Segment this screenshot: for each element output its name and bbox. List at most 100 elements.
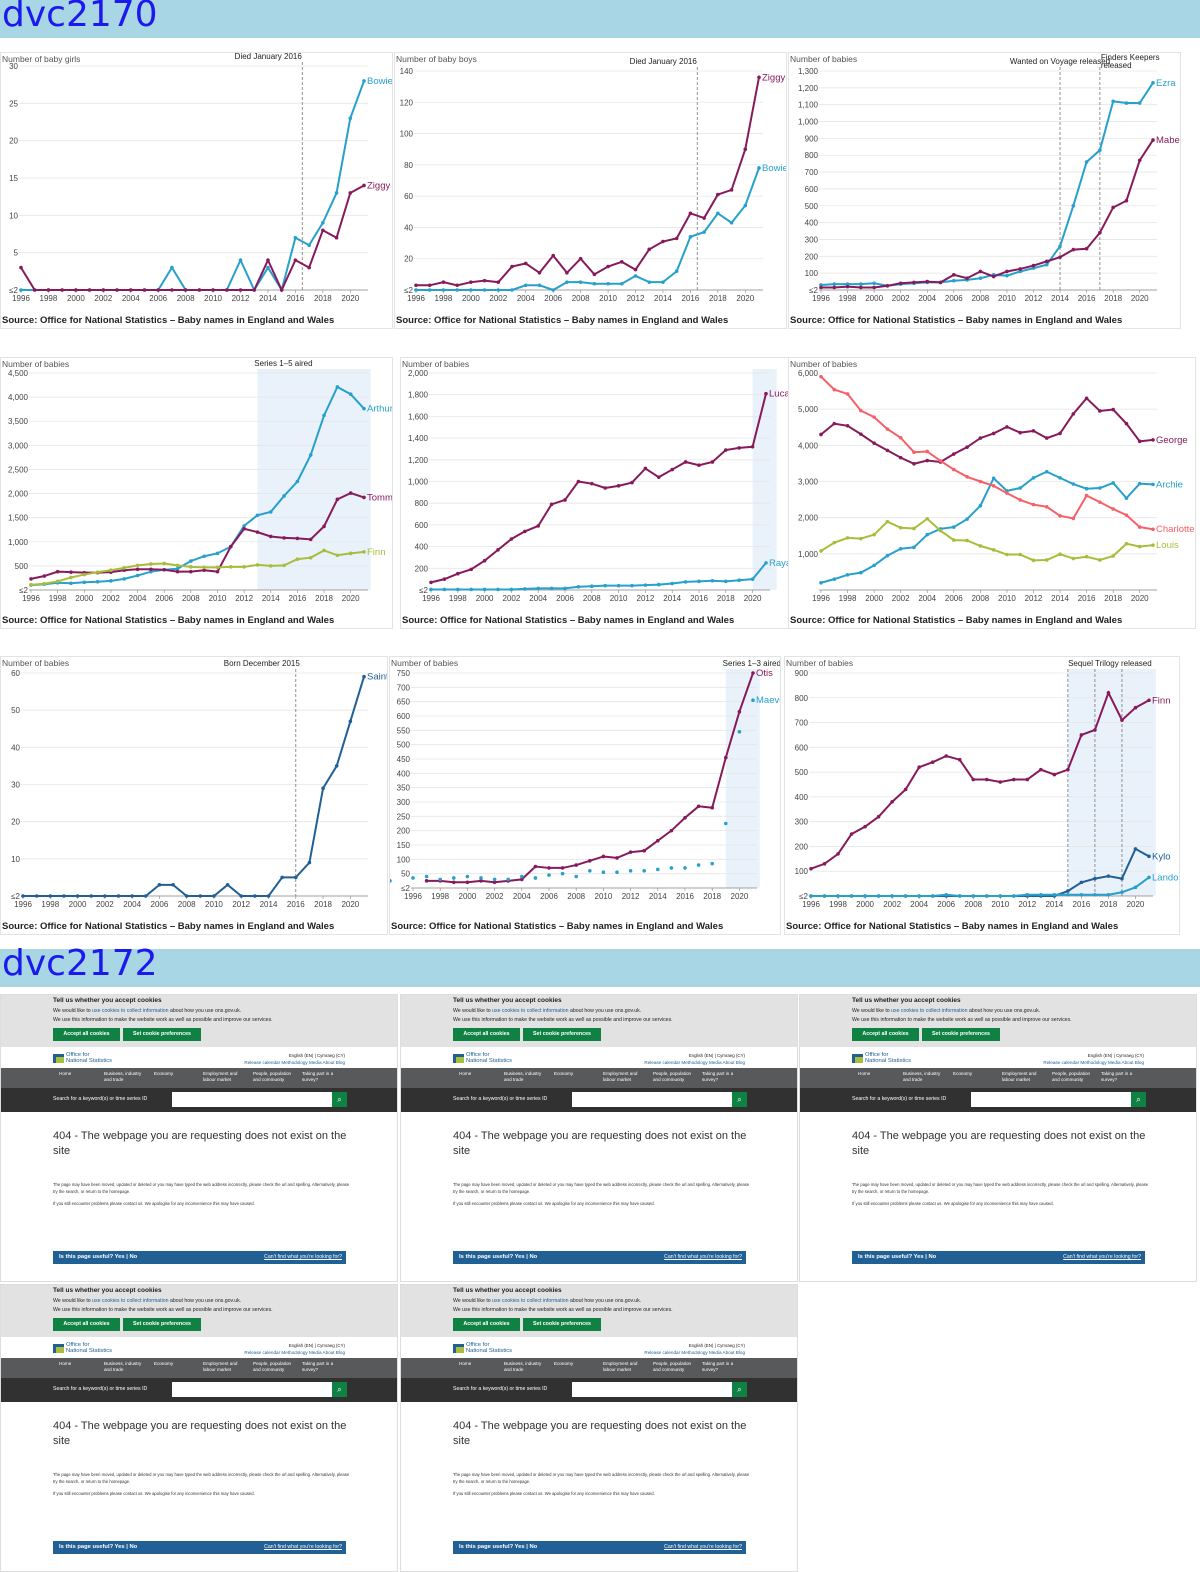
data-point — [455, 288, 459, 292]
cookie-preferences-button[interactable]: Set cookie preferences — [523, 1028, 601, 1041]
header-links[interactable]: Release calendar Methodology Media About… — [244, 1060, 345, 1065]
cookie-info-link[interactable]: use cookies to collect information — [891, 1008, 968, 1014]
search-input[interactable] — [172, 1382, 332, 1397]
nav-item[interactable]: Economy — [154, 1361, 174, 1366]
nav-item[interactable]: Home — [59, 1361, 72, 1366]
nav-item[interactable]: Taking part in a survey? — [302, 1361, 334, 1372]
cant-find-link[interactable]: Can't find what you're looking for? — [264, 1254, 342, 1260]
search-icon[interactable]: ⌕ — [732, 1382, 747, 1397]
x-tick-label: 2020 — [736, 294, 754, 303]
cookie-preferences-button[interactable]: Set cookie preferences — [123, 1028, 201, 1041]
nav-item[interactable]: People, population and community — [253, 1071, 292, 1082]
nav-item[interactable]: Taking part in a survey? — [1101, 1071, 1133, 1082]
nav-item[interactable]: Employment and labour market — [603, 1071, 638, 1082]
nav-item[interactable]: Home — [459, 1071, 472, 1076]
data-point — [620, 281, 624, 286]
data-point — [750, 577, 755, 581]
nav-item[interactable]: Taking part in a survey? — [302, 1071, 334, 1082]
data-point — [737, 446, 741, 450]
search-icon[interactable]: ⌕ — [332, 1382, 347, 1397]
nav-item[interactable]: Business, industry and trade — [903, 1071, 941, 1082]
page-useful-question[interactable]: Is this page useful? Yes | No — [459, 1254, 538, 1260]
nav-item[interactable]: Employment and labour market — [603, 1361, 638, 1372]
search-input[interactable] — [572, 1092, 732, 1107]
data-point — [898, 435, 903, 440]
language-switch[interactable]: English (EN) | Cymraeg (CY) — [288, 1343, 345, 1348]
nav-item[interactable]: Home — [858, 1071, 871, 1076]
x-tick-label: 2018 — [314, 900, 332, 909]
accept-cookies-button[interactable]: Accept all cookies — [453, 1318, 520, 1331]
page-useful-question[interactable]: Is this page useful? Yes | No — [858, 1254, 937, 1260]
language-switch[interactable]: English (EN) | Cymraeg (CY) — [288, 1053, 345, 1058]
language-switch[interactable]: English (EN) | Cymraeg (CY) — [688, 1053, 745, 1058]
series-line-ziggy — [416, 77, 760, 287]
header-links[interactable]: Release calendar Methodology Media About… — [244, 1350, 345, 1355]
search-icon[interactable]: ⌕ — [1131, 1092, 1146, 1107]
cant-find-link[interactable]: Can't find what you're looking for? — [664, 1254, 742, 1260]
header-links[interactable]: Release calendar Methodology Media About… — [644, 1060, 745, 1065]
cookie-preferences-button[interactable]: Set cookie preferences — [123, 1318, 201, 1331]
y-tick-label: 1,000 — [8, 538, 29, 547]
cant-find-link[interactable]: Can't find what you're looking for? — [664, 1544, 742, 1550]
data-point — [885, 519, 890, 524]
data-point — [520, 877, 524, 882]
nav-item[interactable]: Economy — [953, 1071, 973, 1076]
nav-item[interactable]: Business, industry and trade — [504, 1361, 542, 1372]
data-point — [845, 284, 850, 289]
accept-cookies-button[interactable]: Accept all cookies — [53, 1028, 120, 1041]
x-tick-label: 2020 — [744, 594, 762, 603]
section-label: dvc2170 — [2, 0, 158, 35]
search-input[interactable] — [572, 1382, 732, 1397]
nav-item[interactable]: Business, industry and trade — [104, 1361, 142, 1372]
cookie-preferences-button[interactable]: Set cookie preferences — [523, 1318, 601, 1331]
nav-item[interactable]: People, population and community — [1052, 1071, 1091, 1082]
cookie-info-link[interactable]: use cookies to collect information — [492, 1008, 569, 1014]
cookie-info-link[interactable]: use cookies to collect information — [92, 1298, 169, 1304]
nav-item[interactable]: Home — [59, 1071, 72, 1076]
nav-item[interactable]: People, population and community — [653, 1071, 692, 1082]
cant-find-link[interactable]: Can't find what you're looking for? — [1063, 1254, 1141, 1260]
nav-item[interactable]: Economy — [554, 1361, 574, 1366]
language-switch[interactable]: English (EN) | Cymraeg (CY) — [688, 1343, 745, 1348]
nav-item[interactable]: Home — [459, 1361, 472, 1366]
nav-item[interactable]: People, population and community — [653, 1361, 692, 1372]
search-input[interactable] — [172, 1092, 332, 1107]
data-point — [225, 288, 229, 292]
data-point — [32, 288, 37, 292]
x-tick-label: 2008 — [971, 294, 989, 303]
nav-item[interactable]: Employment and labour market — [203, 1361, 238, 1372]
nav-item[interactable]: Economy — [154, 1071, 174, 1076]
data-point — [965, 474, 969, 479]
nav-item[interactable]: Employment and labour market — [203, 1071, 238, 1082]
search-icon[interactable]: ⌕ — [332, 1092, 347, 1107]
search-input[interactable] — [971, 1092, 1131, 1107]
nav-item[interactable]: Business, industry and trade — [104, 1071, 142, 1082]
data-point — [1058, 244, 1062, 248]
chart-svg: ≤2 100 200 300 400 500 600 700 800 900 1,000 1,100 1… — [798, 53, 1180, 303]
cookie-info-link[interactable]: use cookies to collect information — [92, 1008, 169, 1014]
accept-cookies-button[interactable]: Accept all cookies — [453, 1028, 520, 1041]
nav-item[interactable]: People, population and community — [253, 1361, 292, 1372]
nav-item[interactable]: Taking part in a survey? — [702, 1071, 734, 1082]
language-switch[interactable]: English (EN) | Cymraeg (CY) — [1087, 1053, 1144, 1058]
nav-item[interactable]: Taking part in a survey? — [702, 1361, 734, 1372]
accept-cookies-button[interactable]: Accept all cookies — [852, 1028, 919, 1041]
header-links[interactable]: Release calendar Methodology Media About… — [644, 1350, 745, 1355]
data-point — [162, 561, 166, 566]
search-icon[interactable]: ⌕ — [732, 1092, 747, 1107]
page-useful-question[interactable]: Is this page useful? Yes | No — [459, 1544, 538, 1550]
nav-item[interactable]: Economy — [554, 1071, 574, 1076]
cookie-preferences-button[interactable]: Set cookie preferences — [922, 1028, 1000, 1041]
data-point — [533, 864, 538, 869]
cookie-info-link[interactable]: use cookies to collect information — [492, 1298, 569, 1304]
header-links[interactable]: Release calendar Methodology Media About… — [1043, 1060, 1144, 1065]
accept-cookies-button[interactable]: Accept all cookies — [53, 1318, 120, 1331]
data-point — [1111, 507, 1115, 511]
cant-find-link[interactable]: Can't find what you're looking for? — [264, 1544, 342, 1550]
page-useful-question[interactable]: Is this page useful? Yes | No — [59, 1254, 138, 1260]
page-useful-question[interactable]: Is this page useful? Yes | No — [59, 1544, 138, 1550]
nav-item[interactable]: Business, industry and trade — [504, 1071, 542, 1082]
y-tick-label: 1,800 — [408, 391, 429, 400]
x-tick-label: 2008 — [583, 594, 601, 603]
nav-item[interactable]: Employment and labour market — [1002, 1071, 1037, 1082]
